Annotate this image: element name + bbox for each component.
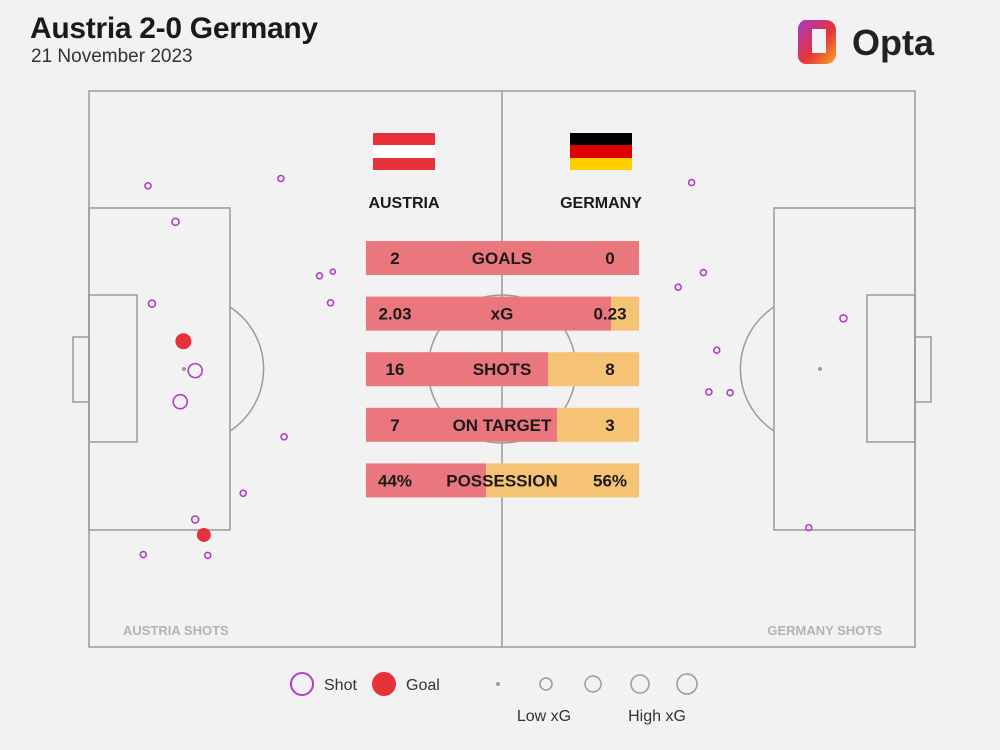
austria-shot-marker-2 [147,299,157,308]
legend-shot-label: Shot [324,677,357,694]
opta-logo-text: Opta [852,22,935,63]
legend-xg-size-4-icon [630,674,650,694]
left-penalty-spot [182,367,186,371]
austria-shots-label: AUSTRIA SHOTS [123,623,229,638]
stat-bar-home-shots [366,352,548,387]
stat-bar-away-shots [548,352,639,387]
match-date: 21 November 2023 [31,46,193,67]
left-goal [72,336,90,403]
right-penalty-spot [818,367,822,371]
austria-shot-marker-4 [187,362,203,379]
legend-high-xg-label: High xG [628,708,686,725]
germany-shot-marker-2 [674,283,683,292]
legend-xg-size-5-icon [676,673,698,695]
right-penalty-area [773,207,916,531]
opta-logo-mark-icon [797,20,836,64]
stat-value-home-on-target: 7 [390,416,399,435]
stat-bar-away-possession [486,463,639,498]
stat-bar-home-goals [366,241,639,275]
austria-shot-marker-1 [171,217,180,227]
austria-shot-marker-13 [315,271,324,280]
left-penalty-arc [229,306,265,432]
left-penalty-area [88,207,231,531]
austria-shot-marker-11 [280,433,288,441]
austria-shot-marker-8 [203,551,212,560]
stat-value-away-possession: 56% [593,471,627,490]
germany-shot-marker-4 [712,346,721,354]
germany-shot-marker-1 [699,268,708,277]
away-team-name: GERMANY [560,195,642,212]
stat-bar-home-on-target [366,407,558,442]
austria-shot-marker-12 [277,174,285,183]
right-penalty-arc [739,306,775,432]
stat-value-away-xg: 0.23 [593,305,626,324]
stat-value-away-on-target: 3 [605,416,614,435]
stat-value-home-xg: 2.03 [378,305,411,324]
stat-label-on-target: ON TARGET [453,416,552,435]
right-six-yard-box [866,294,916,443]
germany-shots-label: GERMANY SHOTS [767,623,882,638]
austria-shot-marker-10 [239,489,247,498]
austria-shot-marker-5 [172,393,189,410]
stat-value-home-possession: 44% [378,471,412,490]
stat-value-home-goals: 2 [390,249,399,268]
stat-label-xg: xG [491,305,514,324]
left-six-yard-box [88,294,138,443]
pitch-markings [72,90,932,648]
legend-xg-size-2-icon [539,677,553,691]
stat-bar-away-xg [611,296,639,331]
stat-label-shots: SHOTS [473,360,532,379]
shot-markers [139,174,848,560]
opta-logo [797,20,836,64]
germany-flag [570,133,632,170]
legend-goal-label: Goal [406,677,440,694]
stat-value-away-goals: 0 [605,249,614,268]
right-goal [914,336,932,403]
stat-value-away-shots: 8 [605,360,614,379]
stat-label-possession: POSSESSION [446,471,557,490]
legend-xg-size-1-icon [496,682,500,686]
germany-shot-marker-0 [687,178,696,187]
germany-shot-marker-3 [839,314,848,323]
austria-shot-marker-14 [329,268,337,276]
home-team-name: AUSTRIA [368,195,440,212]
austria-shot-marker-15 [326,298,335,307]
austria-goal-marker-7 [196,527,211,542]
stat-bar-home-xg [366,296,612,331]
page-title: Austria 2-0 Germany [30,12,318,45]
germany-shot-marker-7 [804,523,813,532]
legend-goal-icon [372,672,396,696]
stats-bars: 2 GOALS 0 2.03 xG 0.23 16 SHOTS 8 7 ON TARGET 3 44% P… [366,241,639,498]
legend-shot-icon [290,672,314,696]
stat-bar-home-possession [366,463,487,498]
legend-low-xg-label: Low xG [517,708,571,725]
germany-shot-marker-6 [726,388,734,397]
stat-bar-away-on-target [557,407,639,442]
stat-label-goals: GOALS [472,249,532,268]
austria-goal-marker-3 [175,333,192,350]
legend: Shot Goal Low xG High xG [290,672,698,725]
germany-shot-marker-5 [705,388,713,396]
legend-xg-size-3-icon [584,675,602,693]
austria-flag [373,133,435,170]
austria-shot-marker-9 [139,550,148,559]
stat-value-home-shots: 16 [386,360,405,379]
austria-shot-marker-0 [144,182,152,190]
austria-shot-marker-6 [190,515,200,524]
